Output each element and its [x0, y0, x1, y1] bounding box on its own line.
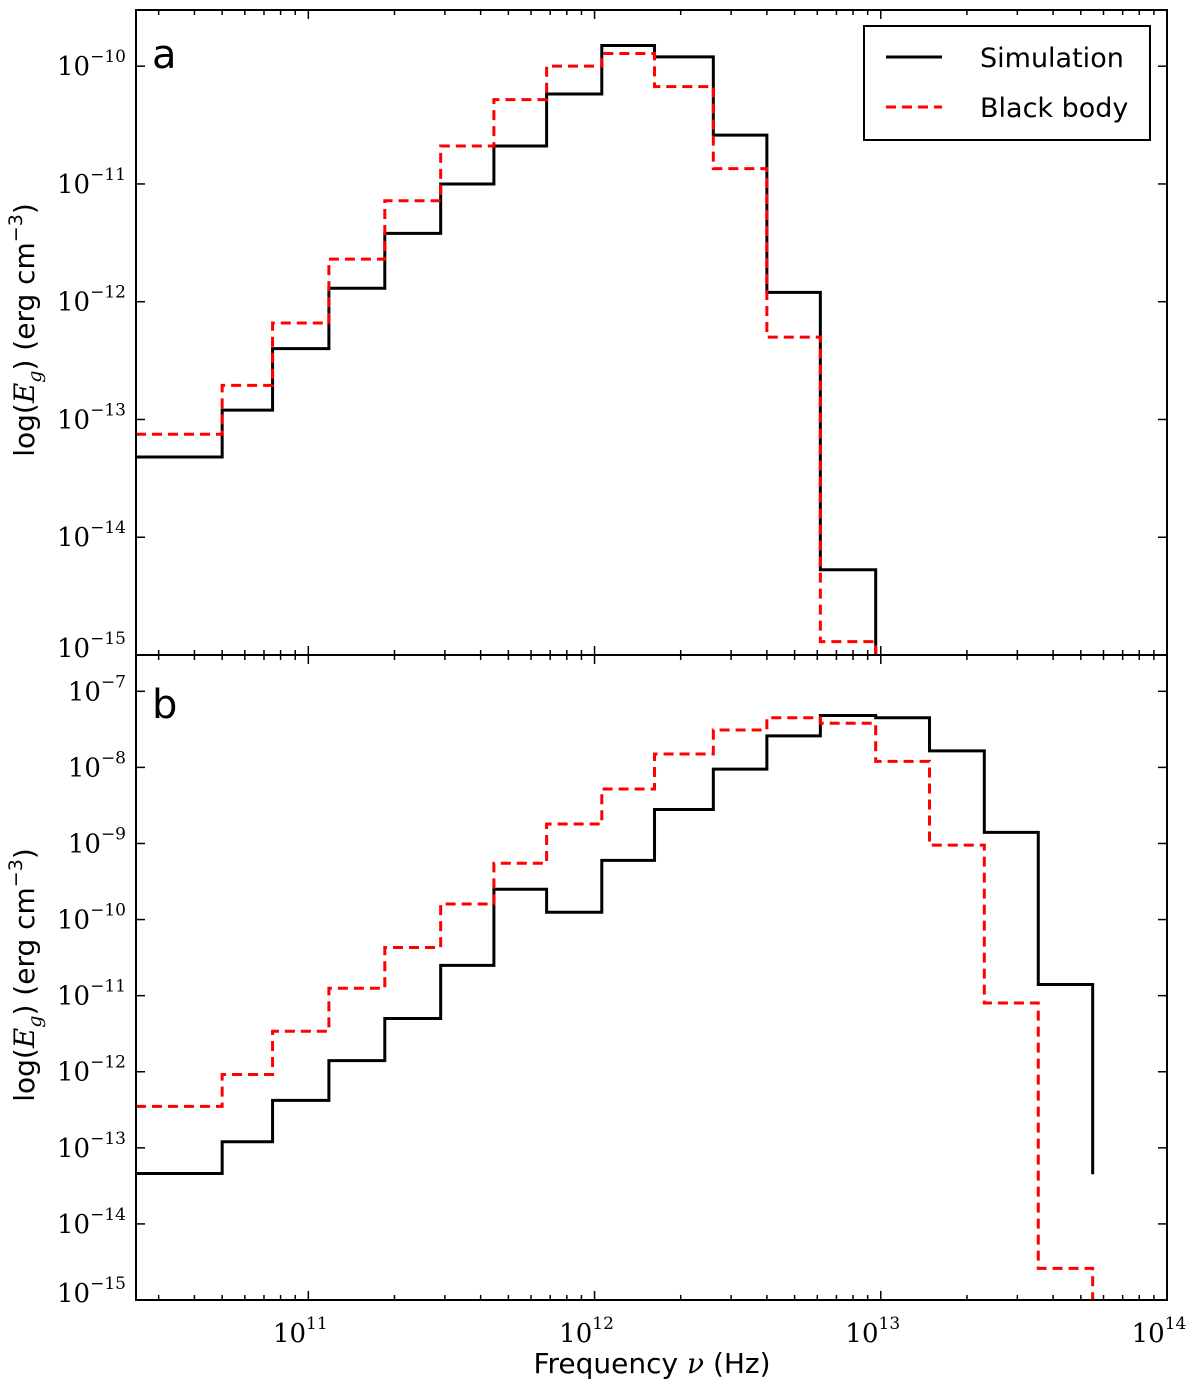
y-tick-label: 10−12 [57, 283, 126, 318]
x-tick-label: 1014 [1132, 1314, 1187, 1349]
legend-label-simulation: Simulation [980, 43, 1124, 74]
panel-b-frame [135, 654, 1168, 1301]
y-tick-label: 10−9 [68, 824, 126, 859]
series-black-body [136, 52, 878, 655]
legend-box [863, 25, 1151, 141]
panel-b-label: b [152, 682, 177, 728]
panel-a-y-axis-label: log(Eg) (erg cm−3) [5, 203, 46, 457]
y-tick-label: 10−15 [57, 1274, 126, 1309]
y-tick-label: 10−10 [57, 901, 126, 936]
legend: Simulation Black body [863, 25, 1151, 141]
y-tick-label: 10−13 [57, 1129, 126, 1164]
panel-a: 10−15 10−14 10−13 10−12 10−11 10−10 a log(Eg)… [5, 10, 1168, 664]
y-tick-label: 10−12 [57, 1053, 126, 1088]
y-tick-label: 10−11 [57, 977, 126, 1012]
panel-a-label: a [152, 32, 177, 78]
y-tick-label: 10−11 [57, 165, 126, 200]
y-tick-label: 10−13 [57, 400, 126, 435]
x-tick-label: 1013 [845, 1314, 900, 1349]
panel-a-series [136, 43, 878, 655]
x-tick-labels: 1011 1012 1013 1014 [273, 1314, 1186, 1349]
y-tick-label: 10−15 [57, 629, 126, 664]
y-tick-label: 10−8 [68, 748, 126, 783]
series-black-body [136, 716, 1095, 1300]
x-axis-label: Frequency ν (Hz) [533, 1347, 770, 1380]
panel-b-series [136, 714, 1095, 1300]
y-tick-label: 10−14 [57, 1205, 126, 1240]
series-simulation [136, 43, 878, 655]
legend-label-black-body: Black body [980, 93, 1128, 124]
panel-b-y-tick-labels: 10−15 10−14 10−13 10−12 10−11 10−10 10−9 10−8 10… [57, 672, 126, 1309]
y-tick-label: 10−10 [57, 47, 126, 82]
y-tick-label: 10−14 [57, 518, 126, 553]
y-tick-label: 10−7 [68, 672, 126, 707]
panel-b-y-axis-label: log(Eg) (erg cm−3) [5, 848, 46, 1102]
x-tick-label: 1012 [559, 1314, 614, 1349]
panel-a-y-tick-labels: 10−15 10−14 10−13 10−12 10−11 10−10 [57, 47, 126, 664]
series-simulation [136, 714, 1095, 1175]
x-tick-label: 1011 [273, 1314, 328, 1349]
